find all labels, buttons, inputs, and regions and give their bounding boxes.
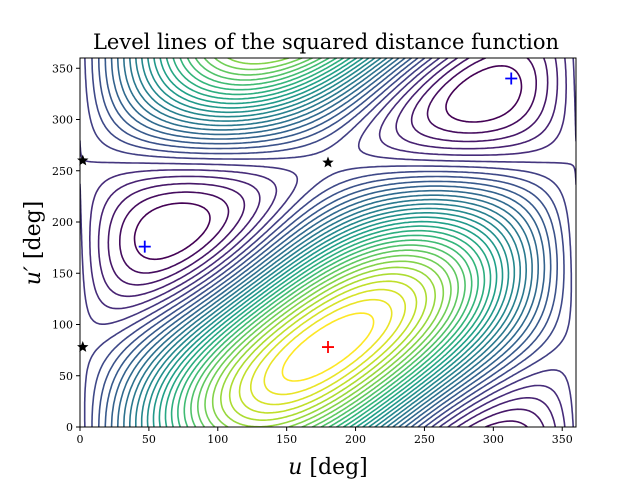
x-axis-var: u	[288, 455, 302, 480]
y-axis-label: u′ [deg]	[21, 201, 46, 286]
plus-marker	[138, 240, 151, 253]
star-marker	[322, 156, 334, 168]
contour-level	[263, 298, 393, 396]
contour-level	[135, 58, 521, 427]
contour-level	[238, 280, 418, 414]
contour-level	[197, 58, 459, 427]
x-axis-unit: [deg]	[309, 455, 367, 480]
contour-lines	[80, 58, 576, 427]
contour-level	[83, 58, 573, 427]
x-tick-label: 100	[207, 433, 228, 446]
contour-level	[91, 58, 565, 427]
contour-level	[80, 58, 576, 427]
y-tick-label: 100	[52, 319, 73, 332]
contour-level	[211, 58, 445, 427]
x-tick-label: 0	[77, 433, 84, 446]
y-tick-label: 150	[52, 267, 73, 280]
star-marker	[77, 341, 89, 352]
contour-level	[281, 312, 375, 382]
x-tick-label: 150	[276, 433, 297, 446]
y-tick-label: 350	[52, 62, 73, 75]
contour-level	[133, 65, 523, 261]
contour-level	[110, 58, 546, 427]
contour-level	[117, 58, 539, 427]
contour-level	[250, 288, 406, 406]
x-tick-label: 200	[345, 433, 366, 446]
x-tick-label: 300	[483, 433, 504, 446]
contour-level	[228, 273, 428, 421]
contour-level	[129, 58, 527, 427]
contour-level	[98, 58, 558, 427]
x-tick-label: 50	[142, 433, 156, 446]
contour-level	[158, 58, 498, 427]
contour-level	[170, 58, 486, 427]
x-axis-label: u [deg]	[288, 455, 368, 480]
y-axis-ticks: 0 50 100 150 200 250 300 350	[52, 62, 80, 434]
contour-level	[190, 58, 466, 427]
chart-title: Level lines of the squared distance func…	[93, 30, 559, 54]
contour-level	[146, 58, 510, 427]
contour-level	[107, 58, 549, 427]
x-axis-ticks: 0 50 100 150 200 250 300 350	[77, 427, 573, 446]
x-tick-label: 250	[414, 433, 435, 446]
contour-level	[183, 58, 473, 427]
contour-level	[123, 58, 533, 427]
x-tick-label: 350	[552, 433, 573, 446]
y-tick-label: 200	[52, 216, 73, 229]
y-tick-label: 0	[66, 421, 73, 434]
contour-level	[104, 58, 552, 427]
contour-level	[140, 58, 516, 427]
y-tick-label: 250	[52, 165, 73, 178]
plot-frame	[79, 57, 577, 428]
contour-level	[204, 58, 452, 427]
contour-level	[177, 58, 479, 427]
point-markers	[77, 72, 518, 354]
contour-level	[152, 58, 504, 427]
y-tick-label: 300	[52, 114, 73, 127]
star-marker	[77, 154, 89, 166]
y-axis-var: u′	[21, 266, 46, 285]
y-tick-label: 50	[59, 370, 73, 383]
y-axis-unit: [deg]	[21, 201, 46, 259]
contour-level	[220, 266, 436, 427]
plus-marker	[322, 341, 334, 354]
plus-marker	[505, 72, 518, 85]
contour-level	[164, 58, 492, 427]
